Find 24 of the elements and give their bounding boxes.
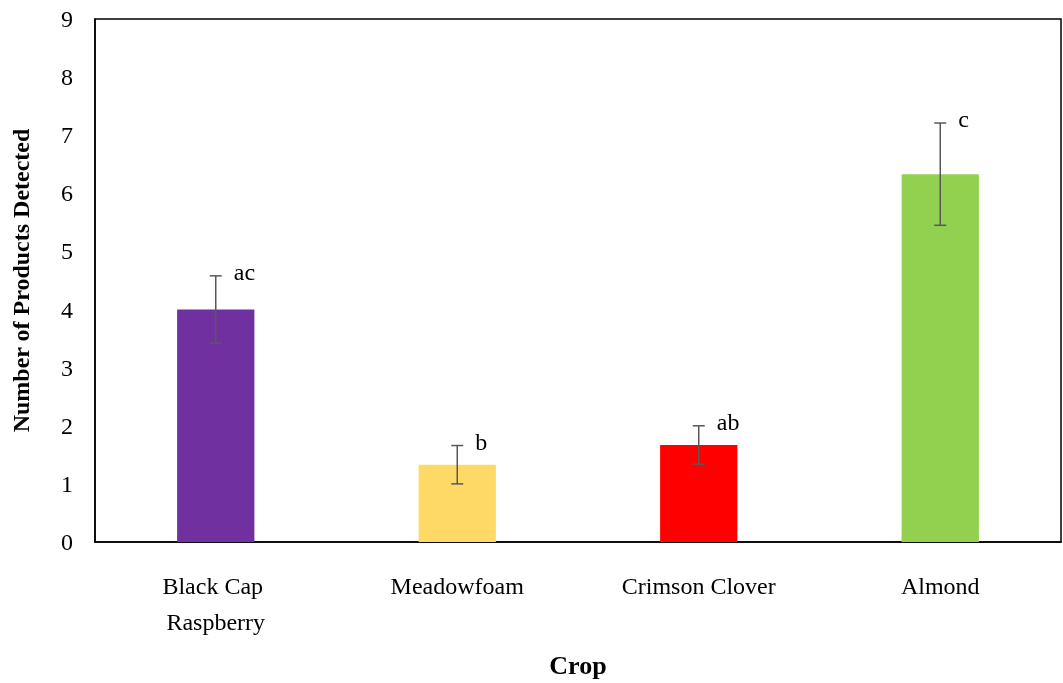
x-tick-label: Meadowfoam (390, 573, 525, 599)
y-axis-title: Number of Products Detected (8, 127, 34, 433)
y-tick-label: 5 (61, 238, 73, 265)
y-tick-label: 4 (61, 296, 73, 323)
y-tick-label: 8 (61, 64, 73, 91)
x-tick-label: Almond (900, 573, 980, 599)
annotation: b (475, 428, 488, 455)
x-axis-title: Crop (549, 650, 607, 680)
x-tick-label: Black Cap Raspberry (162, 573, 270, 635)
annotation: ab (716, 408, 740, 435)
y-tick-label: 2 (61, 412, 73, 439)
bar (418, 464, 496, 542)
bar (177, 309, 255, 542)
bar (660, 444, 738, 542)
y-tick-label: 6 (61, 180, 73, 207)
y-tick-label: 7 (61, 122, 73, 149)
y-tick-label: 3 (61, 354, 73, 381)
y-tick-label: 0 (61, 529, 73, 555)
x-tick-label: Crimson Clover (621, 573, 776, 599)
y-tick-label: 9 (61, 6, 73, 32)
y-tick-label: 1 (61, 470, 73, 497)
annotation: ac (233, 258, 256, 285)
annotation: c (958, 106, 969, 133)
bar (901, 174, 979, 542)
